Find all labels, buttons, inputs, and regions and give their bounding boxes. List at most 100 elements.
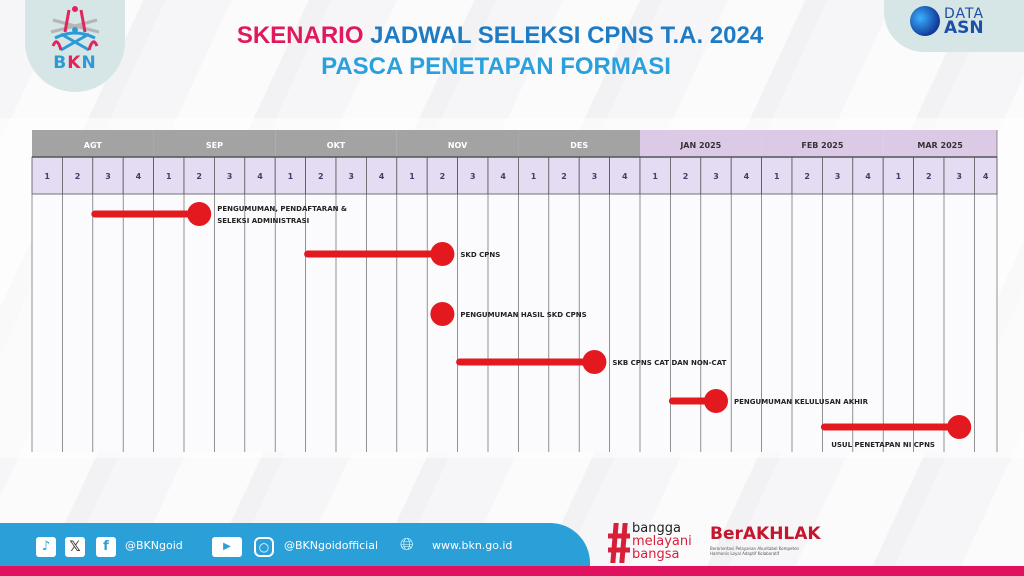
berakhlak-subtext: Berorientasi Pelayanan Akuntabel Kompete… (710, 546, 800, 556)
month-label: NOV (448, 141, 468, 150)
month-header-cell (32, 130, 154, 157)
task-end-marker (430, 302, 455, 326)
task-label: PENGUMUMAN KELULUSAN AKHIR (734, 398, 869, 406)
week-label: 2 (318, 172, 324, 181)
week-label: 4 (865, 172, 871, 181)
week-header-cell (396, 156, 428, 195)
task-end-marker (704, 389, 728, 413)
week-label: 3 (105, 172, 111, 181)
title-highlight: SKENARIO (236, 22, 364, 49)
bangga-word-2: melayani (632, 534, 692, 549)
month-label: AGT (84, 141, 103, 150)
month-header-cell (761, 130, 884, 157)
task-end-marker (430, 242, 455, 266)
week-label: 3 (348, 172, 354, 181)
bangga-melayani-bangsa-logo: bangga melayani bangsa (608, 521, 703, 565)
week-header-cell (518, 156, 550, 195)
week-label: 3 (713, 172, 719, 181)
week-label: 3 (956, 172, 962, 181)
week-header-cell (122, 156, 154, 195)
week-label: 4 (136, 172, 142, 181)
task-label: PENGUMUMAN, PENDAFTARAN & (217, 205, 347, 213)
globe-icon (910, 6, 940, 36)
week-label: 2 (196, 172, 202, 181)
globe-icon: 🌐︎ (400, 535, 414, 555)
week-header-cell (609, 156, 641, 195)
week-label: 3 (227, 172, 233, 181)
task-label: SKD CPNS (460, 251, 500, 259)
week-label: 1 (652, 172, 658, 181)
x-icon[interactable]: 𝕏 (65, 537, 85, 557)
task-label: SKB CPNS CAT DAN NON-CAT (612, 359, 726, 367)
week-label: 1 (288, 172, 294, 181)
month-label: FEB 2025 (801, 141, 844, 150)
instagram-icon[interactable]: ○ (254, 537, 274, 557)
page-subtitle: PASCA PENETAPAN FORMASI (321, 53, 671, 80)
berakhlak-logo: BerAKHLAK Berorientasi Pelayanan Akuntab… (710, 524, 821, 556)
month-header-cell (275, 130, 397, 157)
week-label: 4 (257, 172, 263, 181)
week-header-cell (335, 156, 367, 195)
data-asn-logo: DATA ASN (884, 0, 1024, 52)
week-header-cell (274, 156, 307, 195)
month-label: OKT (327, 141, 346, 150)
week-header-cell (305, 156, 337, 195)
month-label: SEP (206, 141, 223, 150)
tiktok-icon[interactable]: ♪ (36, 537, 56, 557)
bangga-word-3: bangsa (632, 547, 680, 562)
task-end-marker (582, 350, 607, 374)
month-label: DES (570, 141, 588, 150)
week-header-cell (457, 156, 489, 195)
month-header-cell (518, 130, 640, 157)
bkn-emblem-icon (50, 6, 100, 52)
website-link[interactable]: www.bkn.go.id (432, 539, 513, 552)
bkn-logo: BKN (25, 0, 125, 92)
week-label: 4 (500, 172, 506, 181)
week-label: 1 (896, 172, 902, 181)
month-label: MAR 2025 (917, 141, 963, 150)
week-header-cell (153, 156, 185, 195)
gantt-svg: AGT 1 2 3 4 SEP 1 2 3 4 OKT 1 2 3 4 NOV 1 2 3 4 DES 1 2 3 4 JAN 2… (31, 130, 998, 452)
week-header-cell (882, 156, 915, 195)
week-header-cell (62, 156, 94, 195)
month-header-cell (396, 130, 519, 157)
week-label: 1 (166, 172, 172, 181)
week-label: 1 (774, 172, 780, 181)
month-header-cell (640, 130, 762, 157)
page-title: SKENARIO JADWAL SELEKSI CPNS T.A. 2024 (0, 22, 1000, 50)
youtube-icon[interactable]: ▶ (212, 537, 242, 557)
week-label: 4 (379, 172, 385, 181)
week-header-cell (92, 156, 124, 195)
week-label: 3 (470, 172, 476, 181)
berakhlak-text: BerAKHLAK (710, 524, 821, 544)
logo-text-asn: ASN (944, 18, 984, 38)
week-label: 2 (804, 172, 810, 181)
week-label: 1 (531, 172, 537, 181)
week-label: 4 (983, 172, 989, 181)
handle-bkngoidofficial[interactable]: @BKNgoidofficial (284, 539, 379, 552)
facebook-icon[interactable]: f (96, 537, 116, 557)
task-label-line2: SELEKSI ADMINISTRASI (217, 217, 309, 225)
month-header-cell (153, 130, 276, 157)
hashtag-icon (608, 523, 630, 563)
grid-body (32, 194, 997, 452)
week-header-cell (244, 156, 276, 195)
week-label: 1 (409, 172, 415, 181)
bkn-wordmark: BKN (53, 53, 97, 73)
footer-stripe (0, 566, 1024, 576)
task-label: USUL PENETAPAN NI CPNS (831, 441, 935, 449)
week-header-cell (730, 156, 763, 195)
week-header-cell (31, 156, 63, 195)
week-header-cell (213, 156, 246, 195)
month-header-cell (883, 130, 997, 157)
week-label: 2 (683, 172, 689, 181)
title-rest: JADWAL SELEKSI CPNS T.A. 2024 (370, 22, 764, 49)
handle-bkngoid[interactable]: @BKNgoid (125, 539, 183, 552)
week-label: 2 (75, 172, 81, 181)
week-label: 4 (622, 172, 628, 181)
week-header-cell (943, 156, 975, 195)
week-label: 2 (926, 172, 932, 181)
task-end-marker (947, 415, 972, 439)
week-label: 2 (561, 172, 567, 181)
gantt-chart: AGT 1 2 3 4 SEP 1 2 3 4 OKT 1 2 3 4 NOV 1 2 3 4 DES 1 2 3 4 JAN 2… (0, 118, 1024, 458)
